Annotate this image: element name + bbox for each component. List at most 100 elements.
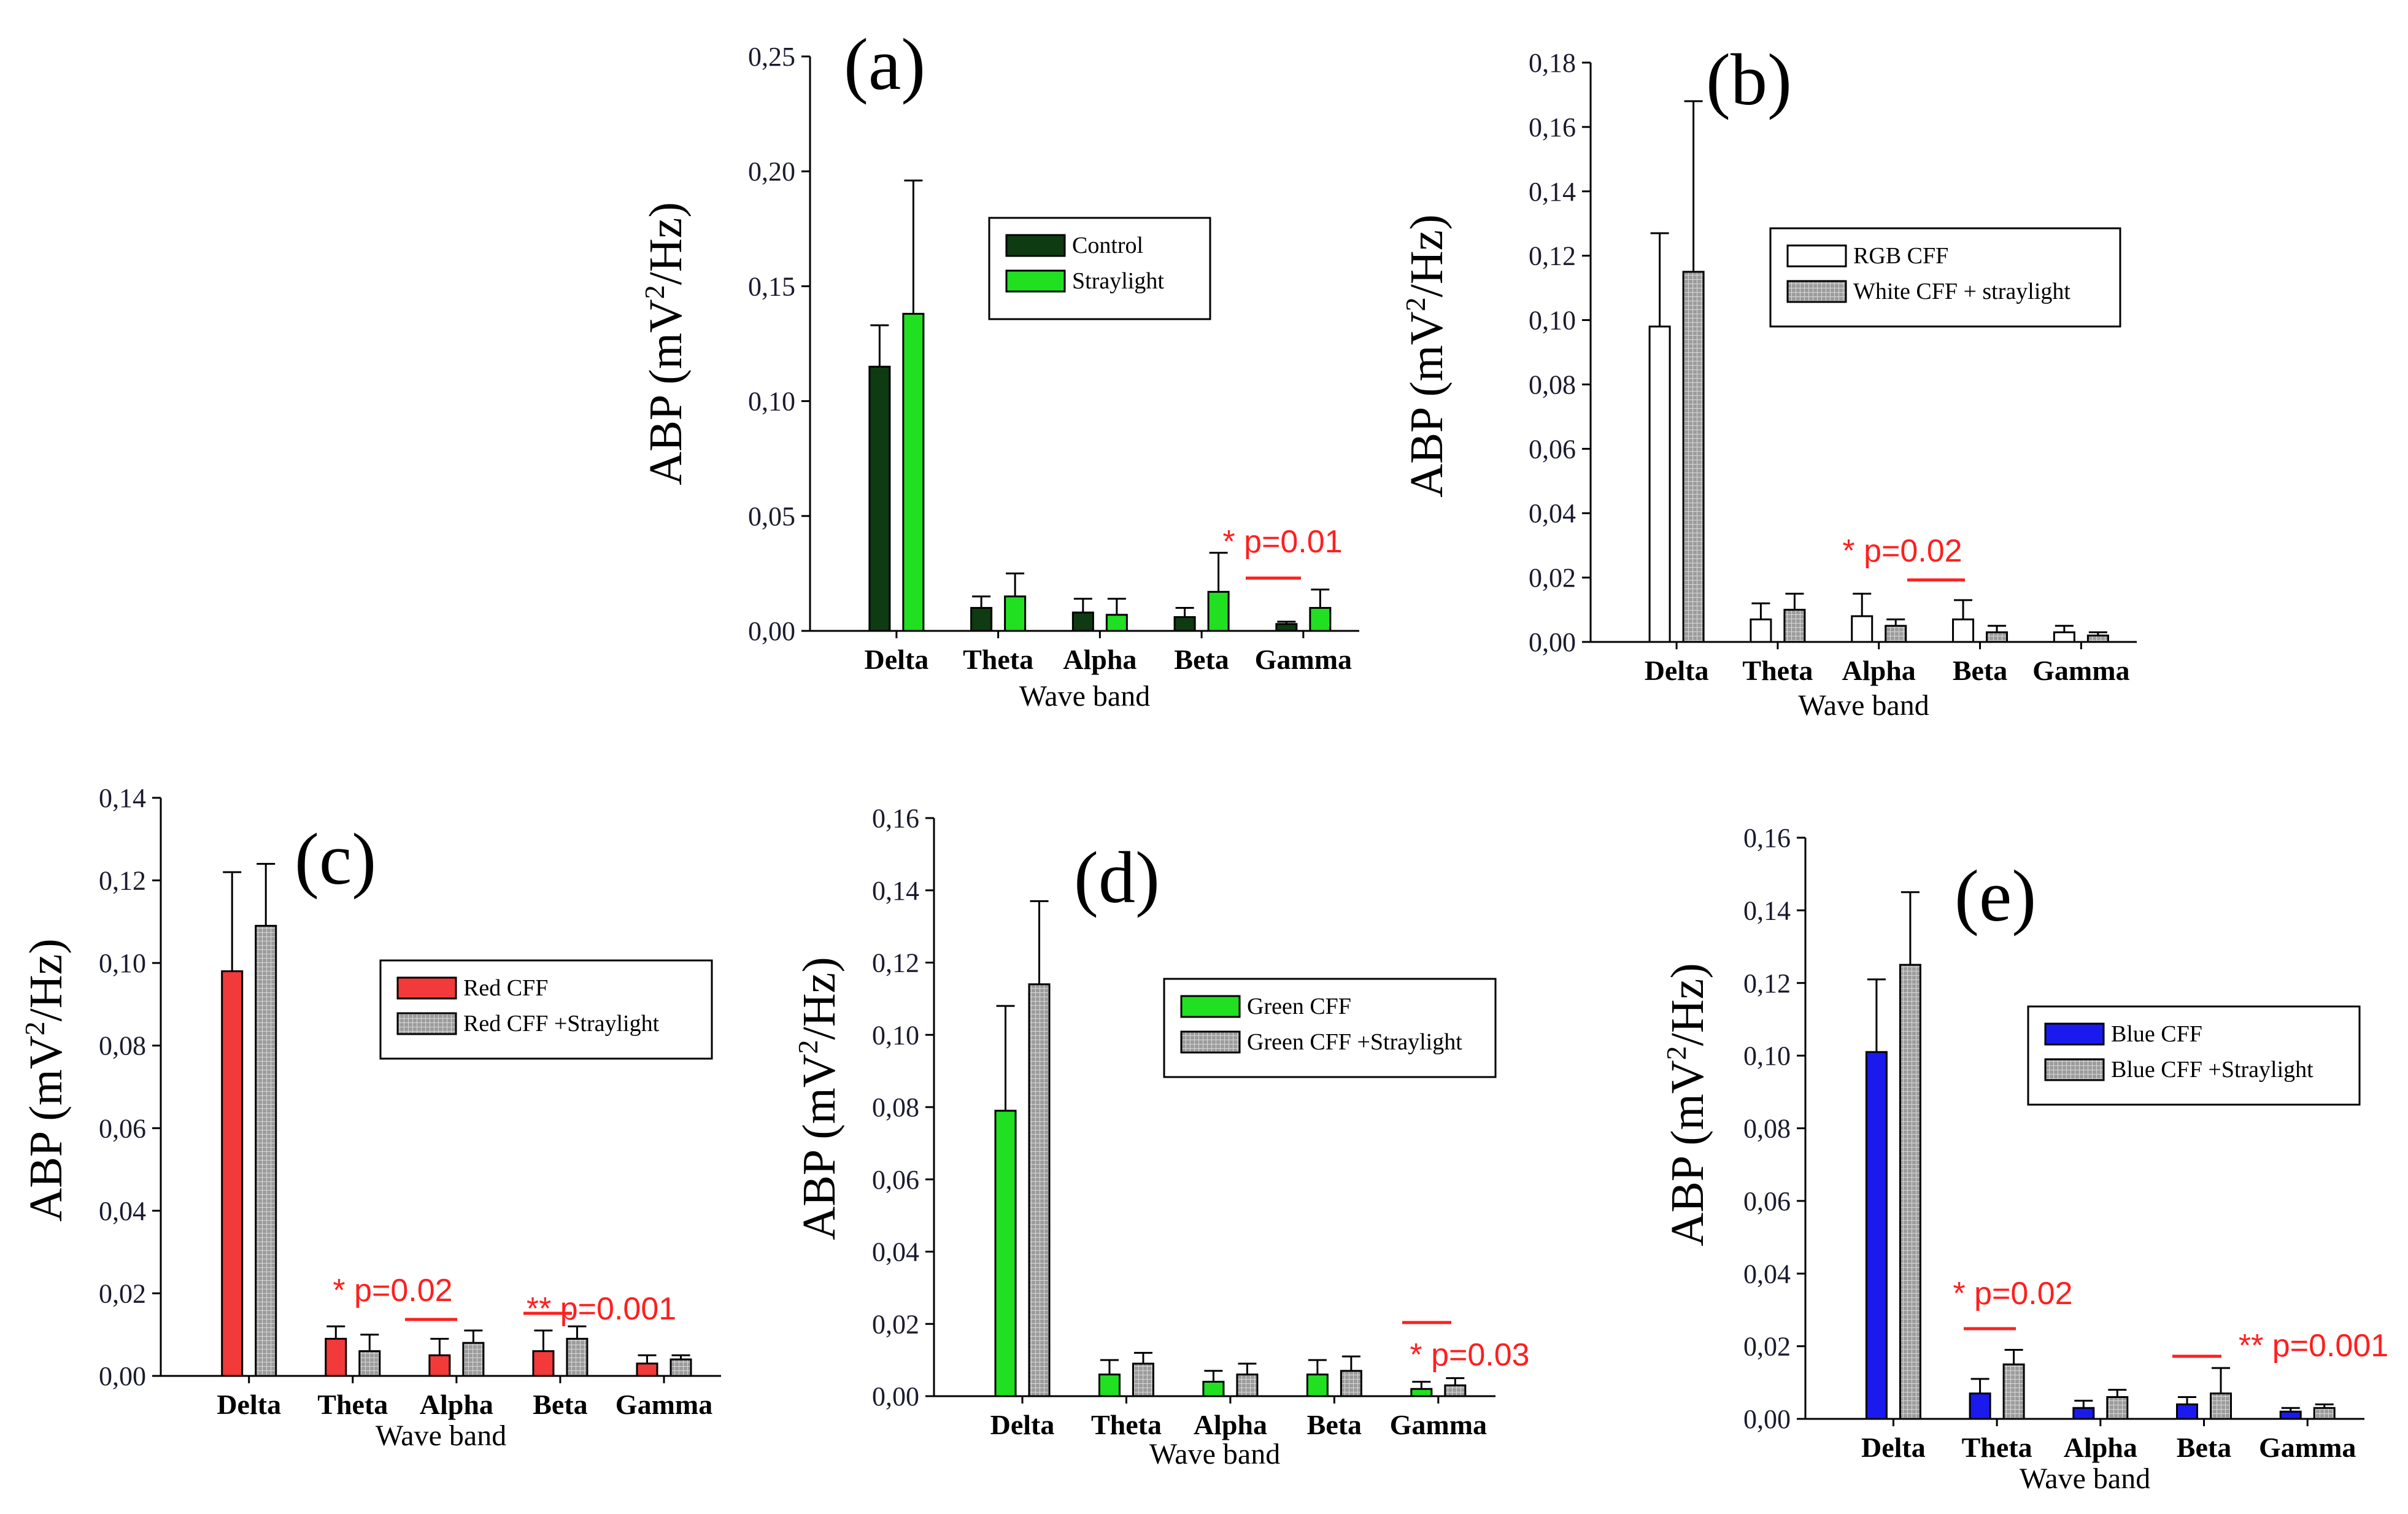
x-tick-label: Delta	[865, 644, 929, 675]
x-tick-label: Delta	[990, 1409, 1055, 1440]
x-axis-label: Wave band	[2020, 1462, 2150, 1495]
bar-green-cff-straylight-beta	[1340, 1370, 1362, 1397]
bar-blue-cff-straylight-gamma	[2313, 1407, 2336, 1420]
bar-control-delta	[868, 365, 891, 632]
y-axis-label-end: /Hz)	[1662, 963, 1713, 1046]
x-tick-label: Alpha	[1194, 1409, 1267, 1440]
y-tick-label: 0,00	[872, 1381, 919, 1412]
x-axis-label: Wave band	[1149, 1438, 1280, 1470]
y-axis-label: ABP (mV2/Hz)	[1661, 963, 1713, 1246]
bar-blue-cff-alpha	[2072, 1407, 2095, 1420]
y-tick-label: 0,06	[1529, 434, 1576, 464]
y-axis-label: ABP (mV2/Hz)	[1400, 214, 1453, 497]
legend-entry: Blue CFF +Straylight	[2111, 1057, 2313, 1083]
y-tick-label: 0,12	[1743, 968, 1791, 998]
bar-straylight-delta	[902, 312, 925, 632]
significance-annotation: ** p=0.001	[527, 1291, 676, 1327]
y-tick-label: 0,00	[1743, 1404, 1791, 1434]
legend-entry: Red CFF +Straylight	[463, 1011, 660, 1037]
bar-red-cff-straylight-gamma	[670, 1358, 692, 1377]
bar-blue-cff-straylight-delta	[1899, 964, 1921, 1420]
y-tick-label: 0,08	[1529, 369, 1576, 400]
x-tick-label: Alpha	[420, 1389, 493, 1420]
x-tick-label: Gamma	[616, 1389, 712, 1420]
legend-swatch	[1180, 995, 1241, 1018]
x-axis-label: Wave band	[1798, 689, 1929, 722]
y-axis-label: ABP (mV2/Hz)	[792, 957, 845, 1240]
bar-green-cff-alpha	[1202, 1380, 1225, 1397]
y-axis-label-sup: 2	[1661, 1046, 1692, 1060]
bar-green-cff-straylight-alpha	[1236, 1373, 1259, 1397]
x-tick-label: Beta	[2177, 1432, 2231, 1463]
x-tick-label: Beta	[1953, 655, 2007, 686]
significance-annotation: * p=0.01	[1222, 524, 1342, 560]
y-tick-label: 0,08	[1743, 1114, 1791, 1144]
bar-red-cff-alpha	[428, 1354, 451, 1377]
bar-green-cff-gamma	[1410, 1388, 1433, 1397]
bar-red-cff-straylight-alpha	[462, 1342, 485, 1377]
y-axis-label: ABP (mV2/Hz)	[639, 202, 692, 485]
bar-white-cff-straylight-gamma	[2086, 635, 2109, 643]
y-tick-label: 0,08	[872, 1092, 919, 1122]
bar-blue-cff-beta	[2176, 1403, 2199, 1420]
significance-annotation: * p=0.02	[1953, 1276, 2072, 1311]
y-tick-label: 0,04	[872, 1237, 919, 1267]
y-axis-label-main: ABP (mV	[1662, 1060, 1713, 1246]
x-tick-label: Theta	[1742, 655, 1813, 686]
x-tick-label: Theta	[963, 644, 1033, 675]
bar-control-alpha	[1071, 611, 1094, 632]
bar-green-cff-delta	[994, 1110, 1017, 1397]
x-axis-label: Wave band	[376, 1419, 506, 1452]
y-tick-label: 0,06	[1743, 1186, 1791, 1216]
y-tick-label: 0,10	[1529, 306, 1576, 336]
y-axis-label-main: ABP (mV	[20, 1035, 72, 1221]
y-tick-label: 0,16	[872, 803, 919, 833]
y-tick-label: 0,00	[748, 616, 795, 646]
y-tick-label: 0,15	[748, 271, 795, 301]
y-tick-label: 0,12	[99, 866, 146, 896]
bar-red-cff-straylight-theta	[358, 1350, 381, 1377]
y-tick-label: 0,02	[1743, 1332, 1791, 1362]
bar-straylight-gamma	[1309, 607, 1332, 632]
y-axis-label-sup: 2	[639, 285, 670, 299]
x-tick-label: Alpha	[1063, 644, 1136, 675]
panel-d: 0,00 0,02 0,04 0,06 0,08 0,10 0,12 0,14 0,16 Delt…	[792, 803, 1530, 1470]
legend-entry: Green CFF +Straylight	[1247, 1029, 1462, 1055]
bar-rgb-cff-alpha	[1851, 615, 1874, 643]
y-tick-label: 0,10	[1743, 1041, 1791, 1071]
bar-green-cff-straylight-delta	[1028, 983, 1051, 1397]
y-tick-label: 0,10	[748, 387, 795, 417]
bar-blue-cff-theta	[1969, 1392, 1991, 1420]
y-tick-label: 0,06	[99, 1113, 146, 1143]
y-axis-label-sup: 2	[19, 1021, 50, 1035]
bar-straylight-theta	[1004, 595, 1027, 632]
bar-blue-cff-straylight-alpha	[2106, 1396, 2129, 1420]
legend-entry: RGB CFF	[1853, 243, 1948, 269]
panel-b: 0,00 0,02 0,04 0,06 0,08 0,10 0,12 0,14 0,16 0,18…	[1400, 39, 2137, 722]
bar-white-cff-straylight-theta	[1783, 609, 1806, 643]
panel-label: (b)	[1706, 39, 1792, 120]
legend: Red CFF Red CFF +Straylight	[379, 959, 713, 1060]
y-tick-label: 0,02	[872, 1309, 919, 1339]
y-tick-label: 0,14	[1529, 177, 1576, 207]
legend-entry: Red CFF	[463, 975, 548, 1001]
y-tick-label: 0,00	[1529, 627, 1576, 657]
bar-red-cff-gamma	[636, 1362, 658, 1377]
significance-annotation: ** p=0.001	[2239, 1328, 2388, 1364]
bar-rgb-cff-beta	[1952, 618, 1975, 643]
bar-blue-cff-straylight-beta	[2210, 1392, 2232, 1420]
bar-rgb-cff-delta	[1648, 325, 1671, 643]
y-axis-label-end: /Hz)	[793, 957, 845, 1040]
panel-c: 0,00 0,02 0,04 0,06 0,08 0,10 0,12 0,14 Delta The…	[19, 783, 721, 1452]
significance-annotation: * p=0.02	[1842, 533, 1962, 569]
legend-swatch	[396, 976, 457, 1000]
y-tick-label: 0,16	[1529, 112, 1576, 142]
bar-rgb-cff-theta	[1750, 618, 1772, 643]
panel-a: 0,00 0,05 0,10 0,15 0,20 0,25 Delta Theta Alpha B…	[639, 23, 1359, 713]
bar-green-cff-theta	[1098, 1373, 1121, 1397]
legend-swatch	[2044, 1022, 2105, 1046]
legend-swatch	[1005, 269, 1066, 293]
y-tick-label: 0,08	[99, 1031, 146, 1061]
